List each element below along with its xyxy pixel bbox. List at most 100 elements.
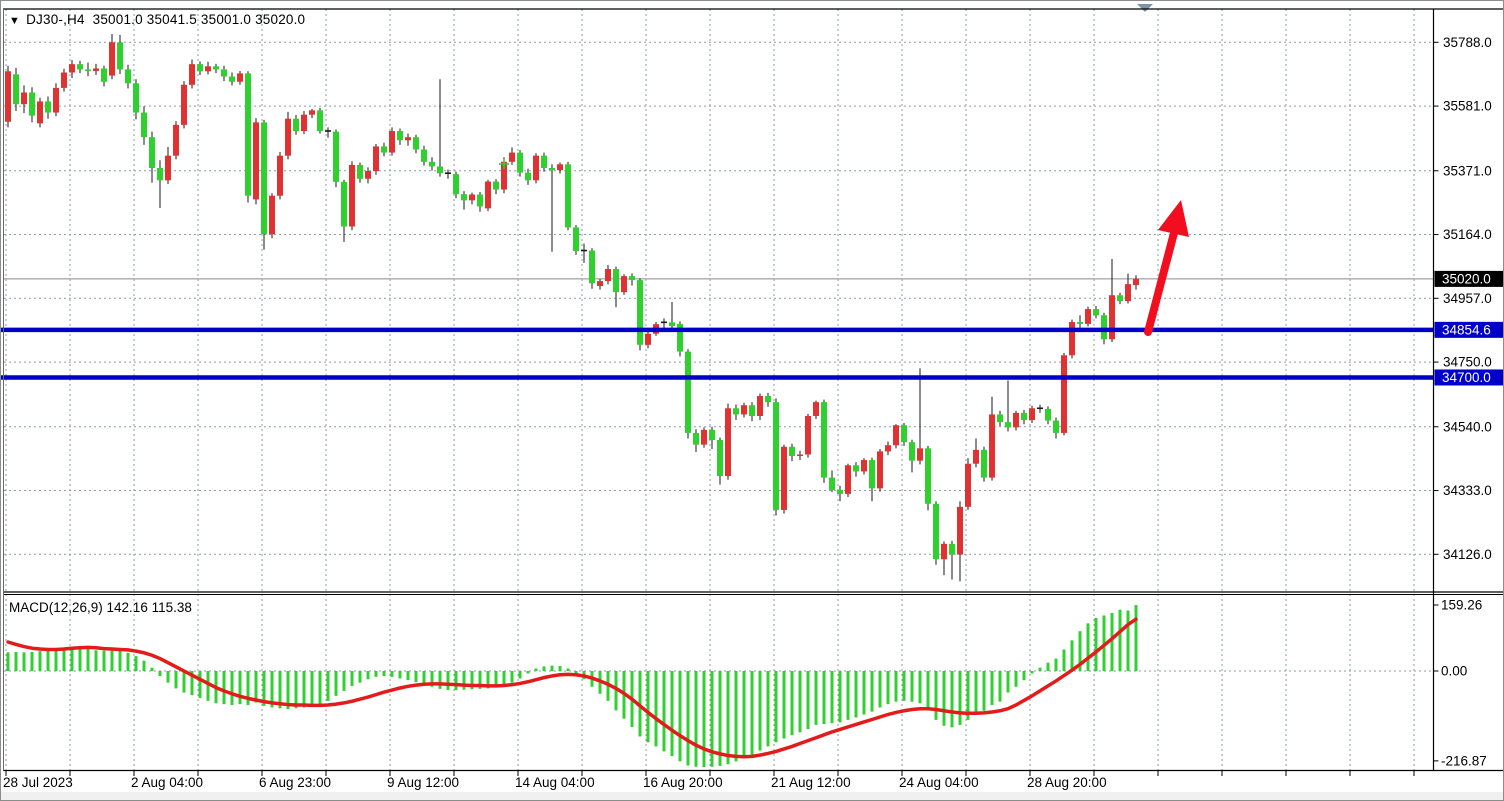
macd-bar [974, 671, 978, 715]
dropdown-arrow-icon[interactable]: ▼ [9, 15, 21, 27]
candle-body [1021, 412, 1027, 420]
macd-bar [558, 666, 562, 671]
candle-body [565, 164, 571, 228]
macd-bar [1046, 662, 1050, 671]
candle-body [461, 194, 467, 201]
macd-bar [1022, 671, 1026, 681]
price-tick-label: 34333.0 [1443, 483, 1492, 498]
candle-body [253, 122, 259, 200]
macd-bar [318, 671, 322, 705]
candle-body [133, 83, 139, 113]
macd-bar [1030, 671, 1034, 674]
candle-body [877, 451, 883, 489]
candle-body [269, 195, 275, 235]
candle-body [29, 92, 35, 116]
candle-body [1005, 422, 1011, 428]
macd-bar [22, 652, 26, 671]
candle-body [813, 402, 819, 416]
macd-bar [94, 650, 98, 671]
candle-body [741, 405, 747, 415]
grid-lines [4, 9, 1434, 771]
candle-body [733, 408, 739, 415]
macd-bar [158, 671, 162, 676]
macd-bar [206, 671, 210, 701]
candle-body [925, 448, 931, 504]
candle-body [805, 415, 811, 455]
price-axis[interactable]: 35788.0 35581.0 35371.0 35164.0 34957.0 34750… [1433, 35, 1504, 562]
candle-body [973, 449, 979, 464]
macd-bar [502, 671, 506, 686]
macd-bar [822, 671, 826, 725]
candle-body [949, 543, 955, 555]
candle-body [437, 166, 443, 174]
macd-bar [102, 650, 106, 671]
candle-body [1029, 408, 1035, 420]
candle-body [933, 503, 939, 560]
macd-bar [190, 671, 194, 696]
resistance-line-price-badge [1434, 321, 1503, 338]
macd-bar [166, 671, 170, 683]
candle-body [701, 429, 707, 445]
candle-body [893, 425, 899, 446]
macd-bar [174, 671, 178, 689]
macd-bar [454, 671, 458, 691]
macd-bar [1086, 623, 1090, 671]
macd-bar [414, 671, 418, 683]
macd-bar [542, 666, 546, 671]
macd-bar [854, 671, 858, 718]
time-tick-label: 14 Aug 04:00 [515, 775, 595, 790]
macd-bar [182, 671, 186, 693]
macd-bar [342, 671, 346, 691]
candle-body [117, 42, 123, 70]
macd-bar [1078, 631, 1082, 671]
macd-bar [950, 671, 954, 728]
candle-body [597, 281, 603, 286]
candle-body [773, 402, 779, 510]
candle-body [829, 477, 835, 490]
candle-body [1085, 309, 1091, 324]
price-tick-label: 34750.0 [1443, 355, 1492, 370]
candle-body [821, 402, 827, 478]
price-tick-label: 35788.0 [1443, 35, 1492, 50]
time-tick-label: 28 Jul 2023 [3, 775, 73, 790]
candle-body [669, 322, 675, 327]
candle-body [277, 155, 283, 196]
candle-body [965, 463, 971, 507]
macd-bar [870, 671, 874, 712]
candle-body [237, 73, 243, 82]
time-tick-label: 24 Aug 04:00 [899, 775, 979, 790]
horizontal-line-objects[interactable] [1, 327, 1434, 380]
macd-bar [14, 651, 18, 671]
candle-body [5, 71, 11, 122]
macd-bar [862, 671, 866, 715]
candle-body [317, 110, 323, 132]
candle-body [1133, 278, 1139, 286]
candle-body [645, 333, 651, 345]
price-tick-label: 34957.0 [1443, 291, 1492, 306]
macd-indicator-label: MACD(12,26,9) 142.16 115.38 [9, 600, 192, 615]
macd-bar [374, 671, 378, 677]
candle-body [69, 64, 75, 73]
macd-bar [830, 671, 834, 724]
macd-bar [238, 671, 242, 705]
candle-body [109, 42, 115, 76]
trade-plus-marker-icon[interactable] [499, 159, 509, 169]
macd-axis[interactable]: 159.26 0.00 -216.87 [1433, 598, 1487, 769]
trend-arrow-object[interactable] [1144, 200, 1189, 336]
macd-bar [110, 649, 114, 671]
chart-shift-marker-icon[interactable] [1137, 4, 1153, 12]
macd-bar [198, 671, 202, 698]
macd-tick-label: 0.00 [1441, 664, 1467, 679]
candle-body [381, 146, 387, 153]
macd-bar [438, 671, 442, 689]
candle-body [853, 465, 859, 472]
candle-body [373, 146, 379, 172]
macd-bar [294, 671, 298, 709]
macd-bar [726, 671, 730, 765]
candle-body [77, 64, 83, 70]
time-axis[interactable]: 28 Jul 2023 2 Aug 04:00 6 Aug 23:00 9 Aug 1… [3, 771, 1415, 790]
macd-bar [990, 671, 994, 705]
panel-borders [1, 8, 1503, 800]
